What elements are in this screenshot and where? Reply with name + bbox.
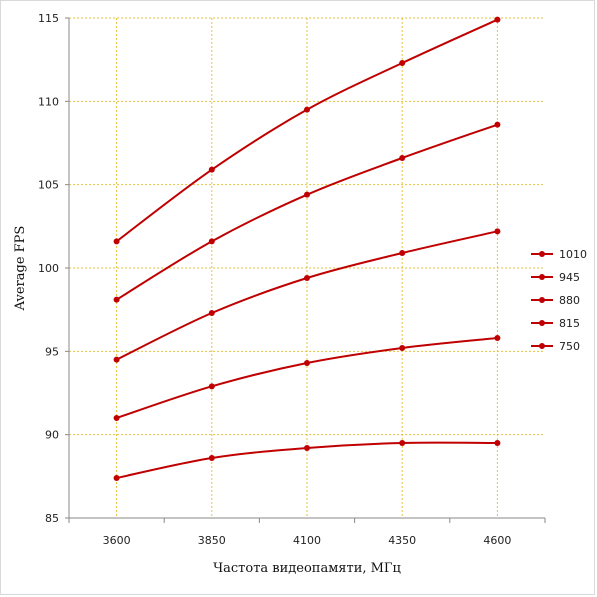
data-point-945 [399,155,406,161]
data-point-1010 [113,238,120,245]
series-layer [113,16,501,481]
data-point-1010 [399,60,406,66]
data-point-880 [208,310,215,316]
legend-label: 815 [559,317,580,330]
axes-layer: 85 90 95 100 105 110 115 3600 3850 4100 4350 4600 [38,12,546,547]
data-point-815 [304,360,310,366]
data-point-750 [208,455,215,461]
grid-layer [69,17,545,518]
data-point-1010 [304,106,310,113]
x-tick-label: 3600 [103,534,131,547]
y-axis-title: Average FPS [13,226,28,312]
legend-label: 880 [559,294,580,307]
data-point-945 [304,191,310,198]
data-point-1010 [208,166,215,173]
legend-marker [539,251,545,257]
y-tick-label: 90 [45,429,59,442]
legend-marker [539,320,545,326]
data-point-750 [494,440,501,446]
data-point-750 [304,445,310,451]
x-tick-label: 4600 [483,534,511,547]
data-point-815 [494,335,501,341]
legend-marker [539,274,545,280]
legend-marker [539,343,545,349]
y-tick-label: 115 [38,12,59,25]
legend-label: 1010 [559,248,587,261]
data-point-880 [304,275,310,281]
data-point-880 [494,228,501,235]
legend-label: 945 [559,271,580,284]
data-point-945 [113,296,120,303]
y-tick-label: 95 [45,345,59,358]
y-tick-label: 105 [38,179,59,192]
legend-label: 750 [559,340,580,353]
data-point-880 [113,356,120,363]
data-point-945 [494,121,501,128]
data-point-1010 [494,16,501,23]
data-point-750 [113,475,120,481]
data-point-815 [208,383,215,390]
data-point-750 [399,440,406,446]
data-point-815 [113,415,120,421]
x-tick-label: 4350 [388,534,416,547]
y-tick-label: 100 [38,262,59,275]
legend: 1010 945 880 815 750 [531,248,587,353]
data-point-815 [399,345,406,351]
y-tick-label: 110 [38,95,59,108]
x-tick-label: 4100 [293,534,321,547]
legend-marker [539,297,545,303]
data-point-945 [208,238,215,245]
x-tick-label: 3850 [198,534,226,547]
data-point-880 [399,250,406,256]
x-axis-title: Частота видеопамяти, МГц [213,561,401,576]
y-tick-label: 85 [45,512,59,525]
